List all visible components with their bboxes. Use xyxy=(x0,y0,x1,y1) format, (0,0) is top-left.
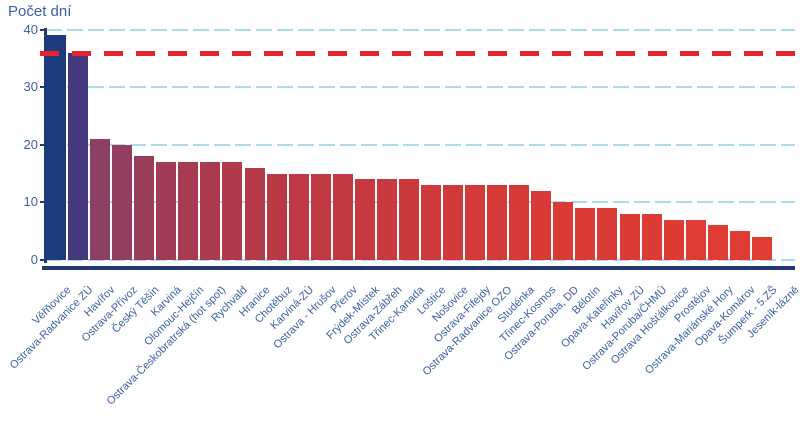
y-tick-mark xyxy=(40,86,45,89)
y-axis-line xyxy=(44,28,47,263)
y-tick-mark xyxy=(40,259,45,261)
bar xyxy=(641,213,662,260)
bar xyxy=(332,173,353,260)
bar xyxy=(68,52,89,260)
y-tick-mark xyxy=(40,28,45,31)
bar xyxy=(200,162,221,260)
bar xyxy=(90,139,111,260)
gridline xyxy=(46,143,795,146)
y-tick-label: 40 xyxy=(23,21,38,37)
bar xyxy=(46,35,66,260)
bar xyxy=(487,185,508,260)
y-tick-label: 30 xyxy=(23,79,38,95)
y-tick-label: 0 xyxy=(30,252,38,267)
bar xyxy=(597,208,618,260)
bar xyxy=(685,219,706,260)
bar xyxy=(376,179,397,260)
bar xyxy=(266,173,287,260)
bar xyxy=(310,173,331,260)
bar xyxy=(156,162,177,260)
bar xyxy=(354,179,375,260)
bar xyxy=(222,162,243,260)
y-tick-mark xyxy=(40,201,45,204)
y-tick-label: 10 xyxy=(23,194,38,210)
bar xyxy=(663,219,684,260)
bar xyxy=(134,156,155,260)
bar xyxy=(421,185,441,260)
bar xyxy=(619,213,640,260)
gridline xyxy=(46,28,795,31)
bar xyxy=(178,162,199,260)
bar xyxy=(244,167,265,260)
bar xyxy=(509,185,530,260)
bar xyxy=(531,190,552,260)
bar xyxy=(553,202,574,260)
bar xyxy=(751,236,772,260)
limit-line xyxy=(40,50,795,56)
y-tick-mark xyxy=(40,143,45,146)
gridline xyxy=(46,201,795,204)
bar xyxy=(729,231,750,260)
x-axis-line xyxy=(42,266,795,270)
y-tick-label: 20 xyxy=(23,136,38,152)
bar xyxy=(288,173,309,260)
bar xyxy=(575,208,596,260)
y-axis-title: Počet dní xyxy=(8,3,72,20)
gridline xyxy=(46,86,795,89)
bar xyxy=(465,185,486,260)
bar xyxy=(707,225,728,260)
gridline xyxy=(46,259,795,261)
bar xyxy=(112,144,133,260)
bar xyxy=(398,179,419,260)
bar xyxy=(443,185,464,260)
